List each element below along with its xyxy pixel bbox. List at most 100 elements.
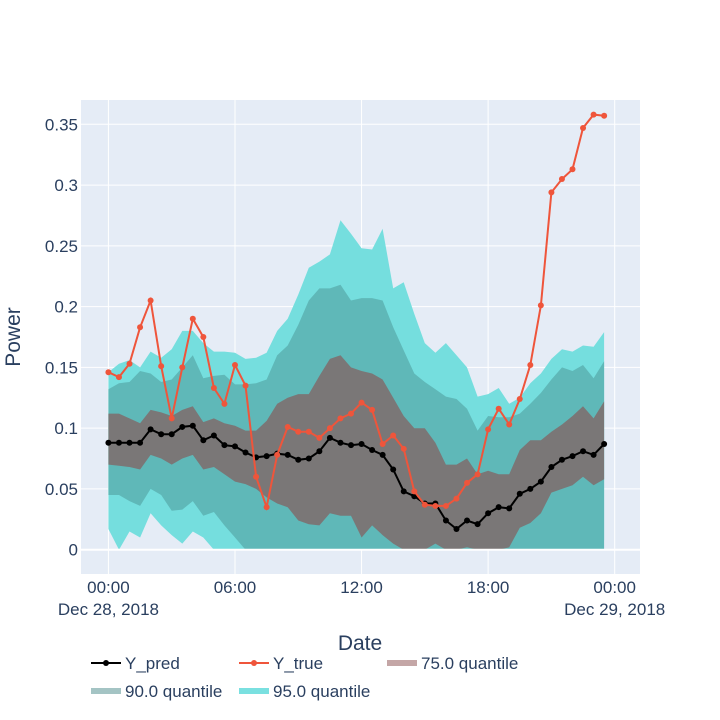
data-point-y-true	[527, 361, 534, 368]
data-point-y-true	[284, 423, 291, 430]
data-point-y-pred	[284, 451, 291, 458]
y-axis-title: Power	[2, 307, 25, 367]
data-point-y-true	[506, 421, 513, 428]
data-point-y-pred	[137, 439, 144, 446]
legend-marker-y-true	[251, 660, 257, 666]
x-axis-title: Date	[338, 632, 382, 655]
data-point-y-true	[432, 502, 439, 509]
data-point-y-pred	[369, 447, 376, 454]
x-tick-label: 00:00	[87, 578, 130, 597]
data-point-y-true	[558, 176, 565, 182]
data-point-y-pred	[464, 517, 471, 524]
y-tick-label: 0.15	[45, 358, 78, 377]
legend-label-75-0-quantile: 75.0 quantile	[421, 654, 518, 673]
data-point-y-true	[358, 399, 365, 406]
data-point-y-pred	[358, 440, 365, 447]
y-tick-label: 0.2	[54, 298, 78, 317]
data-point-y-pred	[390, 466, 397, 473]
data-point-y-pred	[126, 439, 133, 446]
data-point-y-pred	[379, 451, 386, 458]
data-point-y-pred	[231, 443, 238, 450]
data-point-y-true	[453, 495, 460, 502]
data-point-y-true	[210, 385, 217, 392]
data-point-y-true	[126, 360, 133, 367]
data-point-y-true	[305, 428, 312, 435]
data-point-y-true	[400, 445, 407, 452]
y-tick-label: 0.05	[45, 480, 78, 499]
data-point-y-pred	[210, 432, 217, 439]
x-axis-ticks: 00:00 Dec 28, 2018 06:00 12:00 18:00 00:00 Dec…	[58, 578, 665, 619]
data-point-y-true	[379, 440, 386, 447]
data-point-y-true	[390, 432, 397, 439]
data-point-y-true	[516, 395, 523, 402]
data-point-y-pred	[558, 456, 565, 463]
legend-swatch-90-0-quantile	[91, 688, 121, 694]
data-point-y-true	[274, 451, 281, 458]
data-point-y-true	[242, 382, 249, 389]
data-point-y-pred	[548, 464, 555, 471]
data-point-y-true	[601, 112, 608, 119]
data-point-y-pred	[158, 431, 165, 438]
data-point-y-pred	[105, 439, 112, 446]
data-point-y-true	[189, 315, 196, 322]
data-point-y-true	[590, 111, 597, 118]
data-point-y-true	[537, 302, 544, 309]
series-lines	[105, 111, 608, 533]
data-point-y-pred	[200, 437, 207, 444]
band-75-0-quantile	[108, 355, 605, 550]
data-point-y-true	[580, 124, 587, 131]
data-point-y-true	[548, 189, 555, 196]
legend-label-y-true: Y_true	[273, 654, 323, 673]
data-point-y-true	[474, 471, 481, 478]
data-point-y-pred	[453, 526, 460, 533]
data-point-y-pred	[295, 456, 302, 463]
data-point-y-true	[168, 415, 175, 422]
y-tick-label: 0	[69, 541, 78, 560]
x-tick-label: 12:00	[340, 578, 383, 597]
x-tick-label: 06:00	[214, 578, 257, 597]
y-tick-label: 0.35	[45, 115, 78, 134]
legend-label-y-pred: Y_pred	[125, 654, 180, 673]
data-point-y-true	[348, 410, 355, 417]
data-point-y-true	[263, 504, 270, 511]
data-point-y-pred	[601, 440, 608, 447]
data-point-y-true	[200, 334, 207, 340]
data-point-y-pred	[326, 434, 333, 441]
data-point-y-pred	[221, 442, 228, 449]
data-point-y-true	[464, 479, 471, 486]
legend-swatch-95-0-quantile	[239, 688, 269, 694]
data-point-y-pred	[400, 488, 407, 495]
data-point-y-pred	[537, 478, 544, 485]
data-point-y-pred	[337, 439, 344, 446]
y-tick-label: 0.25	[45, 237, 78, 256]
data-point-y-pred	[316, 448, 323, 455]
legend: Y_pred Y_true 75.0 quantile 90.0 quantile 95…	[91, 654, 518, 701]
data-point-y-pred	[348, 442, 355, 449]
data-point-y-pred	[485, 510, 492, 517]
x-tick-label: 18:00	[467, 578, 510, 597]
data-point-y-true	[421, 501, 428, 508]
x-tick-date-label: Dec 29, 2018	[564, 600, 665, 619]
data-point-y-pred	[179, 423, 186, 430]
legend-label-95-0-quantile: 95.0 quantile	[273, 682, 370, 701]
data-point-y-true	[221, 400, 228, 407]
data-point-y-pred	[168, 431, 175, 438]
data-point-y-true	[326, 425, 333, 432]
data-point-y-pred	[495, 504, 502, 511]
data-point-y-pred	[115, 439, 122, 446]
data-point-y-pred	[263, 453, 270, 460]
data-point-y-true	[179, 364, 186, 371]
data-point-y-true	[105, 369, 112, 376]
data-point-y-true	[337, 415, 344, 422]
data-point-y-true	[495, 405, 502, 412]
data-point-y-pred	[580, 448, 587, 455]
data-point-y-true	[442, 502, 449, 509]
data-point-y-true	[295, 428, 302, 435]
y-tick-label: 0.3	[54, 176, 78, 195]
data-point-y-pred	[590, 451, 597, 458]
data-point-y-true	[316, 434, 323, 441]
data-point-y-true	[115, 374, 122, 381]
data-point-y-true	[569, 166, 576, 173]
data-point-y-pred	[527, 485, 534, 492]
